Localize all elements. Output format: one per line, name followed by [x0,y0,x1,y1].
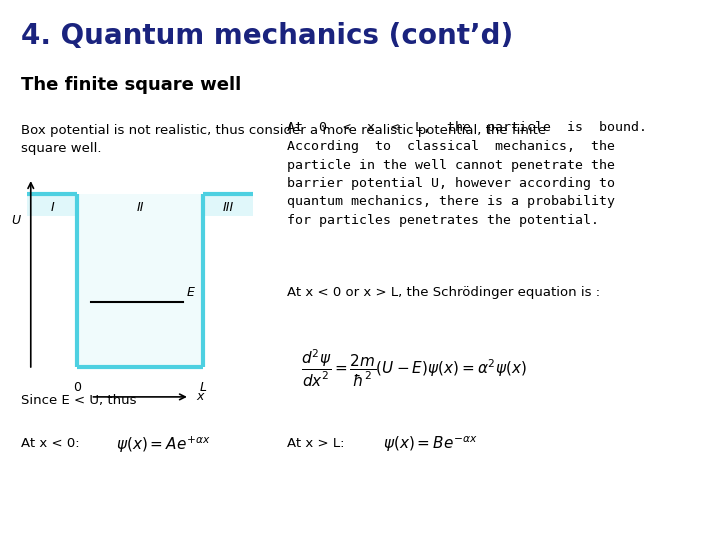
Text: $\dfrac{d^2\psi}{dx^2} = \dfrac{2m}{\hbar^2}(U - E)\psi(x) = \alpha^2\psi(x)$: $\dfrac{d^2\psi}{dx^2} = \dfrac{2m}{\hba… [301,348,526,389]
Text: The finite square well: The finite square well [20,76,240,93]
Text: At x < 0 or x > L, the Schrödinger equation is :: At x < 0 or x > L, the Schrödinger equat… [287,286,600,299]
Polygon shape [203,194,253,216]
Polygon shape [27,194,77,216]
Text: E: E [186,286,194,299]
Text: $\psi(x) = Ae^{+\alpha x}$: $\psi(x) = Ae^{+\alpha x}$ [116,435,211,455]
Text: I: I [50,201,54,214]
Text: II: II [136,201,144,214]
Text: $\psi(x) = Be^{-\alpha x}$: $\psi(x) = Be^{-\alpha x}$ [383,435,477,454]
Text: L: L [200,381,207,394]
Text: III: III [222,201,234,214]
Polygon shape [77,194,203,367]
Text: At  0  <  x  <  L,  the  particle  is  bound.
According  to  classical  mechanic: At 0 < x < L, the particle is bound. Acc… [287,122,647,227]
Text: U: U [12,214,20,227]
Text: 0: 0 [73,381,81,394]
Text: 4. Quantum mechanics (cont’d): 4. Quantum mechanics (cont’d) [20,22,513,50]
Text: x: x [197,390,204,403]
Text: At x < 0:: At x < 0: [20,437,79,450]
Text: Box potential is not realistic, thus consider a more realistic potential, the fi: Box potential is not realistic, thus con… [20,124,546,155]
Text: Since E < U, thus: Since E < U, thus [20,394,136,407]
Text: At x > L:: At x > L: [287,437,345,450]
